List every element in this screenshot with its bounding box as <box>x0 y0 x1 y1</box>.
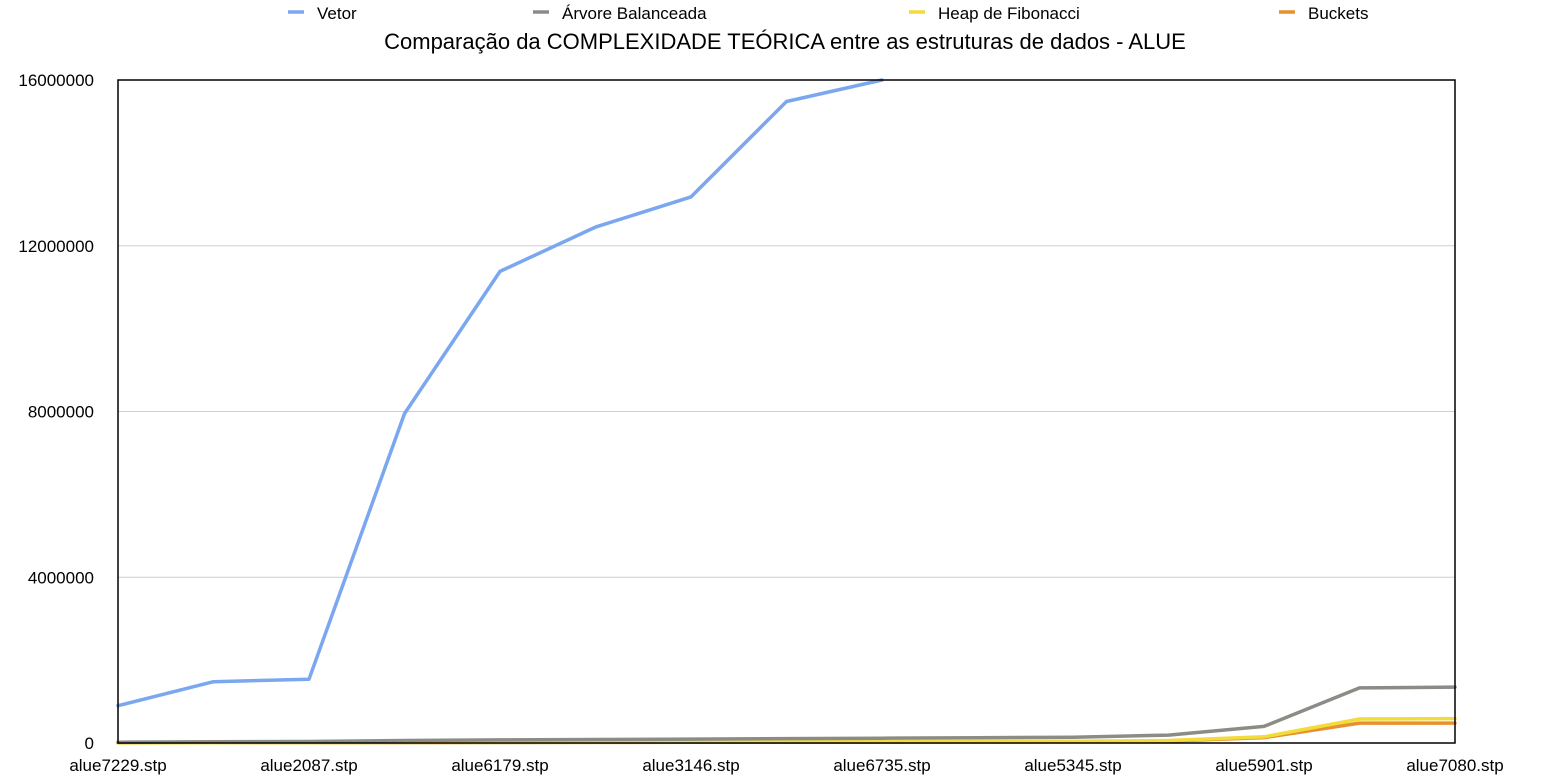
chart-title: Comparação da COMPLEXIDADE TEÓRICA entre… <box>384 29 1186 54</box>
series-line-1 <box>116 685 1457 744</box>
series-lines <box>116 78 1457 745</box>
y-axis-ticks: 0 4000000 8000000 12000000 16000000 <box>18 71 94 753</box>
x-axis-ticks: alue7229.stp alue2087.stp alue6179.stp alue… <box>69 756 1503 775</box>
x-tick-label: alue6735.stp <box>833 756 930 775</box>
legend-label-2: Heap de Fibonacci <box>938 4 1080 23</box>
y-tick-label: 4000000 <box>28 568 94 587</box>
series-line-0 <box>116 78 884 708</box>
x-tick-label: alue3146.stp <box>642 756 739 775</box>
legend-label-0: Vetor <box>317 4 357 23</box>
x-tick-label: alue5901.stp <box>1215 756 1312 775</box>
y-tick-label: 8000000 <box>28 403 94 422</box>
x-tick-label: alue5345.stp <box>1024 756 1121 775</box>
x-tick-label: alue2087.stp <box>260 756 357 775</box>
plot-frame <box>117 79 1456 744</box>
x-tick-label: alue7229.stp <box>69 756 166 775</box>
x-tick-label: alue7080.stp <box>1406 756 1503 775</box>
legend: Vetor Árvore Balanceada Heap de Fibonacci B… <box>288 4 1368 23</box>
legend-label-1: Árvore Balanceada <box>562 4 707 23</box>
y-tick-label: 12000000 <box>18 237 94 256</box>
x-tick-label: alue6179.stp <box>451 756 548 775</box>
gridlines <box>118 245 1455 578</box>
y-tick-label: 16000000 <box>18 71 94 90</box>
y-tick-label: 0 <box>85 734 94 753</box>
legend-label-3: Buckets <box>1308 4 1368 23</box>
